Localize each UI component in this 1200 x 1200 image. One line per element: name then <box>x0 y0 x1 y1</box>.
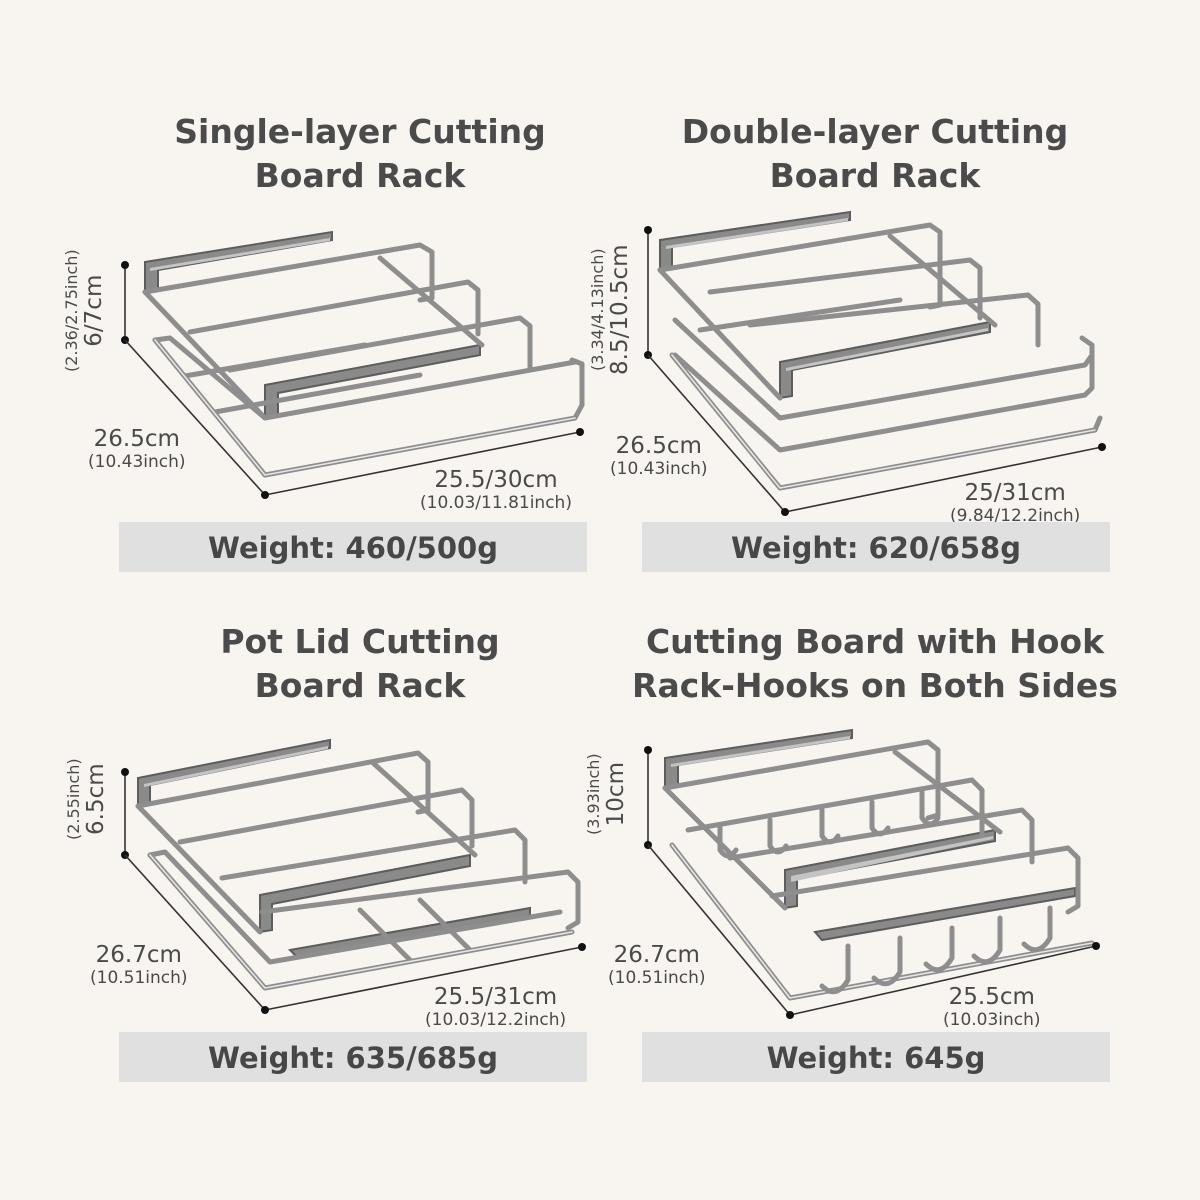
height-dimension: (3.34/4.13inch) 8.5/10.5cm <box>588 244 633 375</box>
depth-dimension: 26.7cm (10.51inch) <box>608 942 706 988</box>
title-line-1: Pot Lid Cutting <box>220 622 500 661</box>
width-dimension: 25.5/30cm (10.03/11.81inch) <box>420 467 572 513</box>
weight-bar: Weight: 620/658g <box>642 522 1110 572</box>
product-panel-single-layer: Single-layer Cutting Board Rack (2.36/2.… <box>0 0 600 600</box>
width-dimension: 25.5/31cm (10.03/12.2inch) <box>425 984 567 1030</box>
rack-illustration <box>644 728 1100 1019</box>
rack-illustration <box>121 230 585 499</box>
product-panel-double-layer: Double-layer Cutting Board Rack (3.34/4.… <box>588 0 1200 600</box>
title-line-2: Board Rack <box>769 156 981 195</box>
title-line-2: Board Rack <box>254 666 466 705</box>
product-title: Cutting Board with Hook Rack-Hooks on Bo… <box>600 620 1150 708</box>
depth-dimension: 26.5cm (10.43inch) <box>88 426 186 472</box>
weight-bar: Weight: 645g <box>642 1032 1110 1082</box>
width-dimension: 25.5cm (10.03inch) <box>943 984 1041 1030</box>
product-title: Single-layer Cutting Board Rack <box>40 110 680 198</box>
rack-illustration <box>644 210 1106 516</box>
height-dimension: (2.36/2.75inch) 6/7cm <box>62 249 107 372</box>
title-line-2: Rack-Hooks on Both Sides <box>632 666 1118 705</box>
product-title: Double-layer Cutting Board Rack <box>600 110 1150 198</box>
depth-dimension: 26.7cm (10.51inch) <box>90 942 188 988</box>
depth-dimension: 26.5cm (10.43inch) <box>610 433 708 479</box>
product-panel-pot-lid: Pot Lid Cutting Board Rack (2.55inch) 6.… <box>0 510 600 1110</box>
title-line-1: Single-layer Cutting <box>174 112 546 151</box>
title-line-1: Cutting Board with Hook <box>645 622 1105 661</box>
weight-bar: Weight: 635/685g <box>119 1032 587 1082</box>
weight-bar: Weight: 460/500g <box>119 522 587 572</box>
title-line-2: Board Rack <box>254 156 466 195</box>
title-line-1: Double-layer Cutting <box>681 112 1069 151</box>
product-title: Pot Lid Cutting Board Rack <box>40 620 680 708</box>
product-panel-hooks: Cutting Board with Hook Rack-Hooks on Bo… <box>584 510 1200 1110</box>
rack-illustration <box>121 738 586 1014</box>
height-dimension: (2.55inch) 6.5cm <box>64 758 109 840</box>
height-dimension: (3.93inch) 10cm <box>584 753 629 835</box>
width-dimension: 25/31cm (9.84/12.2inch) <box>950 480 1081 526</box>
